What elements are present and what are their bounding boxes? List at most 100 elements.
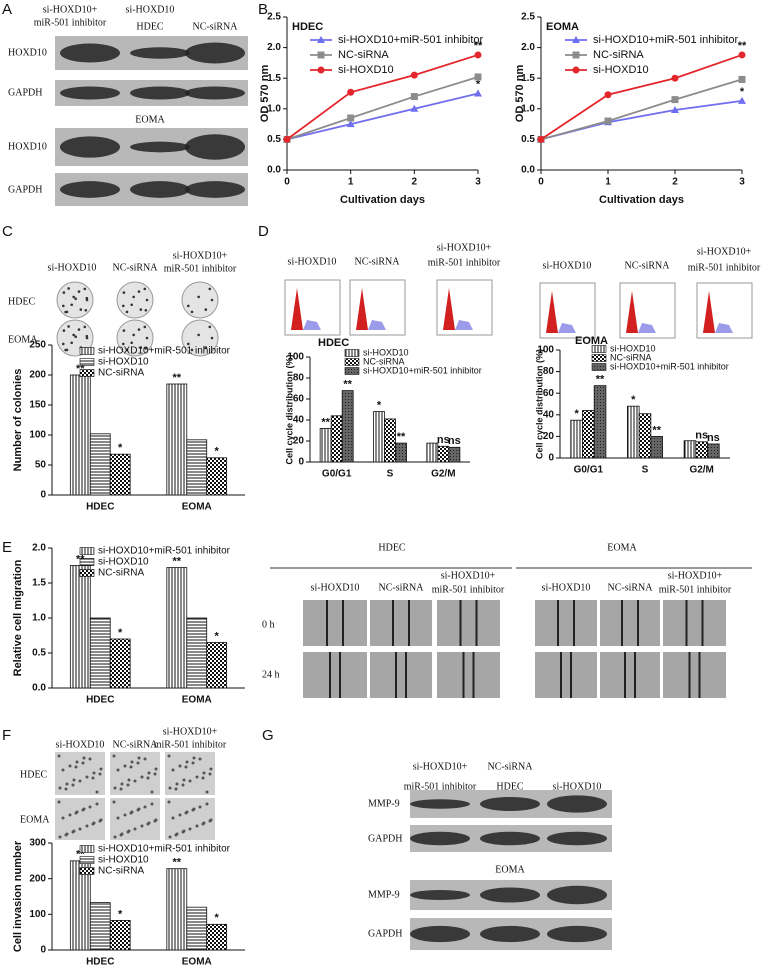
cell (202, 771, 206, 775)
wound-image (303, 600, 367, 646)
y-tick-label: 200 (29, 370, 46, 381)
image-label: si-HOXD10 (543, 260, 592, 271)
cell (136, 761, 140, 765)
image-label: NC-siRNA (624, 260, 670, 271)
bar (109, 638, 131, 689)
y-tick-label: 200 (29, 873, 46, 884)
image-label: MMP-9 (368, 889, 400, 900)
y-axis-label: OD 570 nm (259, 65, 271, 123)
bar (166, 567, 188, 689)
image-label: miR-501 inhibitor (154, 739, 227, 750)
blot-band (410, 799, 470, 809)
x-tick-label: 0 (538, 177, 544, 188)
colony (62, 304, 65, 308)
y-tick-label: 80 (543, 366, 555, 377)
colony (139, 346, 143, 349)
blot-band (547, 795, 607, 813)
y-tick-label: 1.0 (521, 103, 535, 114)
y-tick-label: 2.0 (32, 543, 46, 554)
image-label: EOMA (135, 114, 165, 125)
x-tick-label: S (642, 465, 649, 476)
legend-label: si-HOXD10+miR-501 inhibitor (338, 34, 484, 46)
flow-peak (626, 291, 638, 333)
cell (137, 807, 141, 811)
colony (137, 290, 141, 293)
flow-s-phase (715, 323, 733, 333)
series-line (540, 78, 743, 141)
cell (113, 835, 117, 839)
colony (64, 348, 67, 352)
transwell-image (110, 752, 160, 795)
x-axis-label: Cultivation days (599, 194, 684, 206)
wound-image (370, 600, 432, 646)
y-axis-label: OD 570 nm (514, 65, 526, 123)
x-tick-label: 1 (348, 177, 354, 188)
image-label: HDEC (20, 769, 48, 780)
image-label: HDEC (378, 542, 406, 553)
colony (64, 310, 67, 314)
cell (184, 765, 188, 769)
image-label: NC-siRNA (112, 262, 158, 273)
colony (132, 295, 135, 299)
image-label: miR-501 inhibitor (404, 781, 477, 792)
cell (185, 760, 189, 764)
marker (474, 51, 482, 59)
legend-label: si-HOXD10 (593, 64, 649, 76)
colony-dish (56, 281, 94, 319)
bar (206, 457, 228, 496)
x-tick-label: 2 (672, 177, 678, 188)
significance: * (118, 442, 123, 454)
cell (182, 778, 186, 782)
cell (57, 754, 61, 758)
cell (168, 835, 172, 839)
marker (474, 89, 482, 97)
colony (62, 291, 66, 294)
image-label: EOMA (20, 814, 50, 825)
marker (604, 91, 612, 99)
image-label: 0 h (262, 619, 275, 630)
y-tick-label: 150 (29, 400, 46, 411)
cell (74, 765, 78, 769)
cell (154, 767, 158, 771)
y-tick-label: 0.0 (267, 165, 281, 176)
marker (347, 114, 355, 122)
cell (113, 786, 117, 790)
flow-s-phase (368, 320, 386, 330)
marker (604, 117, 612, 125)
cell (192, 756, 196, 760)
flow-peak (546, 291, 558, 333)
cell (68, 813, 72, 817)
image-label: miR-501 inhibitor (659, 584, 732, 595)
cell (88, 805, 92, 809)
image-label: si-HOXD10+ (437, 242, 492, 253)
significance: * (118, 627, 123, 639)
significance: ** (76, 363, 85, 375)
cell (112, 800, 116, 804)
y-tick-label: 100 (537, 345, 554, 356)
transwell-image (55, 752, 105, 795)
cell (143, 757, 147, 761)
marker (410, 71, 418, 79)
colony (77, 328, 81, 331)
bar (695, 441, 708, 459)
y-tick-label: 250 (29, 340, 46, 351)
cell (82, 756, 86, 760)
colony (122, 291, 126, 294)
cell (95, 790, 99, 794)
panel-letter: F (2, 727, 11, 744)
image-label: si-HOXD10 (288, 256, 337, 267)
bar (395, 442, 407, 463)
bar (166, 868, 188, 951)
cell (120, 832, 124, 836)
cell (175, 832, 179, 836)
image-label: miR-501 inhibitor (688, 262, 761, 273)
image-label: si-HOXD10+ (43, 4, 98, 15)
cell (123, 813, 127, 817)
blot-band (130, 141, 190, 153)
legend-swatch (79, 369, 95, 377)
cell (130, 760, 134, 764)
cell (116, 816, 120, 820)
y-axis-label: Cell invasion number (12, 840, 24, 952)
bar (69, 374, 91, 496)
marker (346, 120, 355, 128)
